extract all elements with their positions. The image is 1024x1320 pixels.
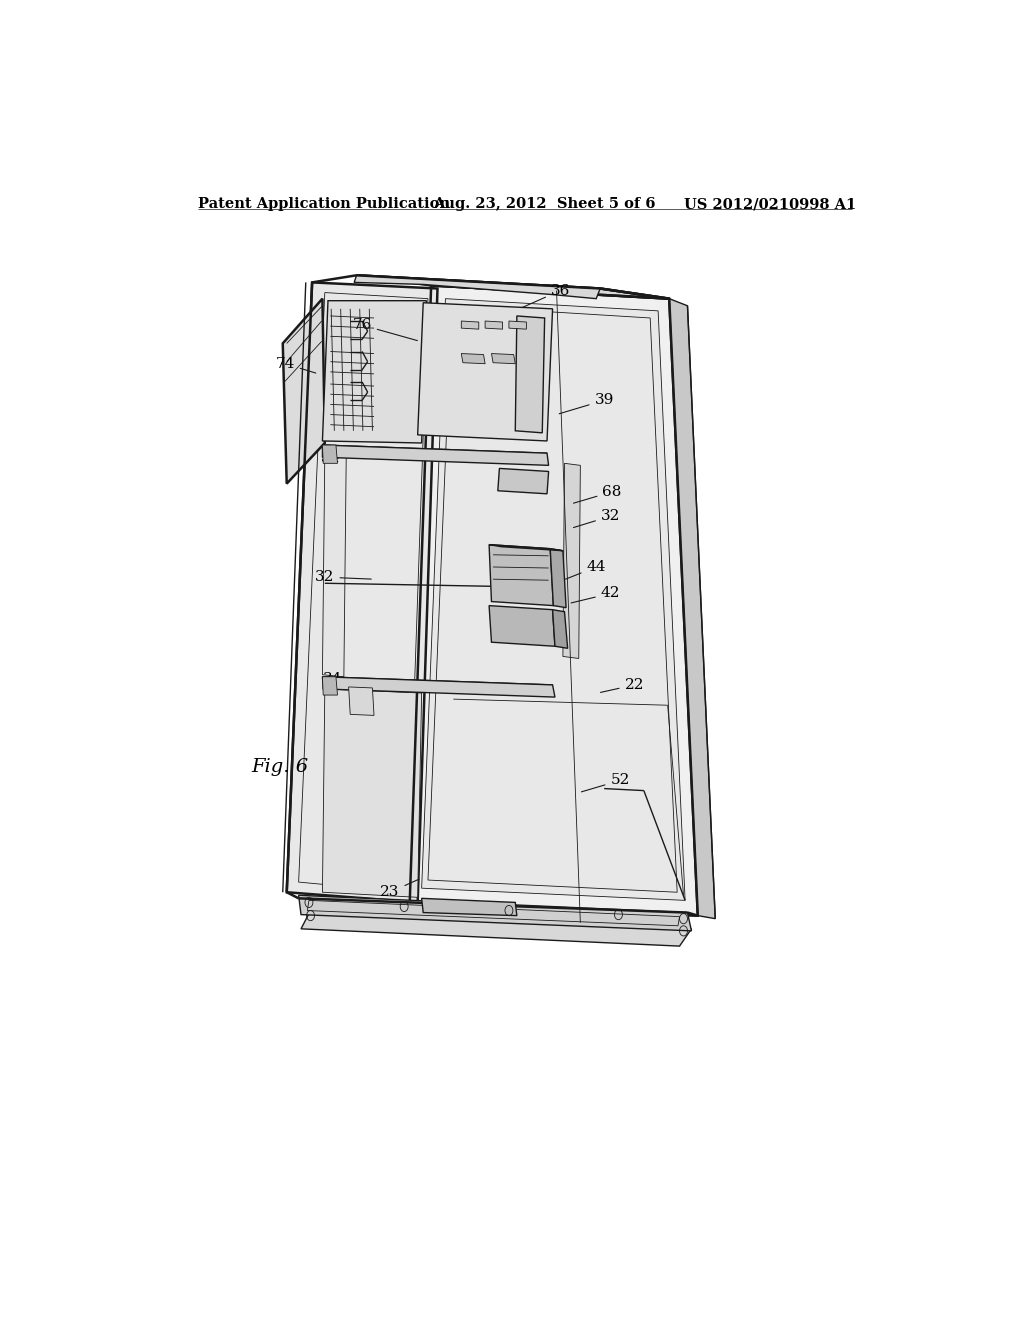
Text: Fig. 6: Fig. 6 [251,758,308,776]
Text: 74: 74 [275,356,315,374]
Polygon shape [485,321,503,329]
Polygon shape [299,895,691,931]
Polygon shape [422,298,685,900]
Polygon shape [515,315,545,433]
Polygon shape [418,302,553,441]
Polygon shape [498,469,549,494]
Polygon shape [287,282,437,903]
Text: 36: 36 [522,284,570,308]
Polygon shape [489,545,553,606]
Polygon shape [670,298,715,919]
Polygon shape [492,354,515,364]
Polygon shape [354,276,600,298]
Text: 32: 32 [573,510,621,528]
Polygon shape [509,321,526,329]
Polygon shape [489,606,555,647]
Polygon shape [283,298,325,483]
Text: Patent Application Publication: Patent Application Publication [198,197,450,211]
Text: 34: 34 [321,451,364,465]
Polygon shape [461,321,479,329]
Polygon shape [323,677,555,697]
Polygon shape [550,549,566,607]
Polygon shape [323,445,549,466]
Text: 34: 34 [323,672,370,686]
Text: 32: 32 [315,570,372,585]
Polygon shape [356,276,670,298]
Text: 23: 23 [380,879,419,899]
Text: 42: 42 [571,586,621,603]
Text: 39: 39 [559,393,613,413]
Polygon shape [323,445,338,463]
Polygon shape [323,301,426,444]
Polygon shape [553,610,567,648]
Polygon shape [323,689,422,898]
Polygon shape [489,545,563,550]
Text: 52: 52 [582,774,630,792]
Polygon shape [323,453,346,677]
Text: 68: 68 [573,484,622,503]
Polygon shape [323,677,338,696]
Text: 76: 76 [352,318,418,341]
Polygon shape [348,686,374,715]
Text: Aug. 23, 2012  Sheet 5 of 6: Aug. 23, 2012 Sheet 5 of 6 [433,197,656,211]
Polygon shape [461,354,485,364]
Text: 44: 44 [565,560,606,579]
Polygon shape [563,463,581,659]
Text: 22: 22 [600,678,644,693]
Polygon shape [410,285,697,916]
Polygon shape [301,911,691,946]
Polygon shape [422,899,517,916]
Text: US 2012/0210998 A1: US 2012/0210998 A1 [684,197,856,211]
